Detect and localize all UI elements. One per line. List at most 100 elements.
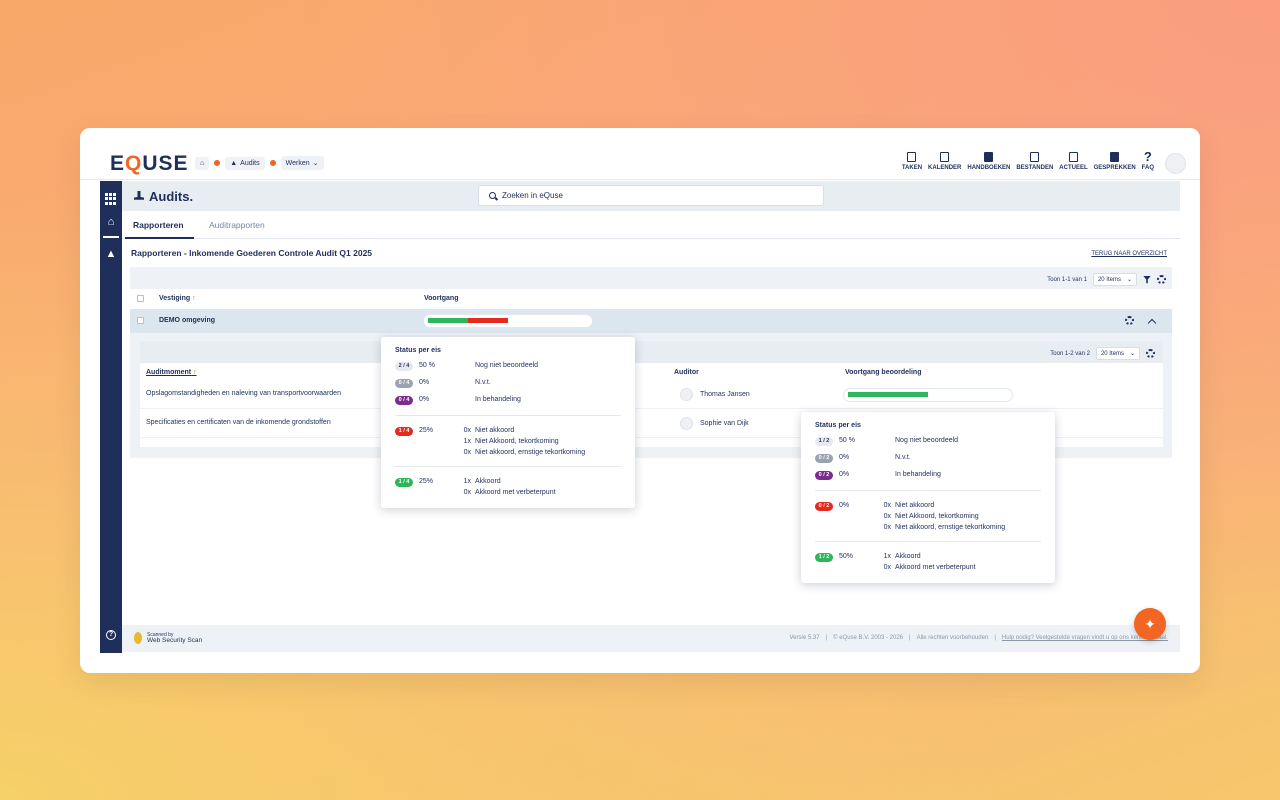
werken-dropdown[interactable]: Werken ⌄ [280, 156, 324, 170]
stamp-icon[interactable]: ▲ [105, 248, 117, 260]
table-row[interactable]: DEMO omgeving [130, 309, 1172, 333]
table-header: Vestiging ↑ Voortgang [130, 289, 1172, 309]
user-avatar[interactable] [1165, 153, 1186, 174]
col-voortgang-beoordeling: Voortgang beoordeling [845, 369, 922, 376]
home-crumb[interactable]: ⌂ [195, 156, 210, 170]
chevron-down-icon: ⌄ [1126, 277, 1132, 283]
status-badge: 0 / 4 [395, 396, 413, 405]
pager-info: Toon 1-1 van 1 [1047, 276, 1087, 283]
tab-bar: Rapporteren Auditrapporten [122, 211, 1180, 239]
sort-up-icon: ↑ [193, 369, 197, 376]
question-icon: ? [1143, 149, 1152, 164]
progress-bar[interactable] [424, 315, 592, 327]
popup-title: Status per eis [395, 347, 441, 354]
auditmoment-name: Opslagomstandigheden en naleving van tra… [146, 390, 341, 397]
breadcrumb-separator-icon [214, 160, 221, 166]
sub-table-toolbar: Toon 1-2 van 2 20 Items ⌄ [140, 341, 1163, 363]
status-badge: 0 / 4 [395, 379, 413, 388]
vestiging-name: DEMO omgeving [159, 317, 216, 324]
col-auditor: Auditor [674, 369, 699, 376]
security-scan-badge[interactable]: Scanned by Web Security Scan [134, 632, 202, 644]
status-badge: 0 / 2 [815, 502, 833, 511]
row-checkbox[interactable] [137, 317, 144, 324]
status-badge: 1 / 2 [815, 553, 833, 562]
status-row: 1 / 4 25% 0x Niet akkoord [395, 427, 514, 437]
sub-pager-info: Toon 1-2 van 2 [1050, 350, 1090, 357]
divider [815, 541, 1041, 542]
nav-taken[interactable]: TAKEN [902, 152, 922, 171]
nav-bestanden[interactable]: BESTANDEN [1016, 152, 1053, 171]
col-auditmoment[interactable]: Auditmoment ↑ [146, 369, 197, 376]
status-row: 0 / 2 0% In behandeling [815, 471, 941, 481]
table-row[interactable]: Opslagomstandigheden en naleving van tra… [140, 381, 1163, 409]
auditmoment-name: Specificaties en certificaten van de ink… [146, 419, 331, 426]
active-indicator [103, 236, 119, 238]
status-row: 1 / 2 50% 1x Akkoord [815, 553, 921, 563]
auditor: Sophie van Dijk [680, 417, 749, 430]
gear-icon[interactable] [1146, 349, 1155, 358]
security-seal-icon [134, 632, 142, 644]
table-row[interactable]: Specificaties en certificaten van de ink… [140, 410, 1163, 438]
avatar [680, 417, 693, 430]
status-row: 1 / 4 25% 1x Akkoord [395, 478, 501, 488]
progress-bar[interactable] [844, 389, 1012, 401]
search-input[interactable]: Zoeken in eQuse [478, 185, 824, 206]
status-badge: 1 / 4 [395, 478, 413, 487]
select-all-checkbox[interactable] [137, 295, 144, 302]
chevron-up-icon[interactable] [1147, 318, 1157, 328]
items-per-page-select[interactable]: 20 Items ⌄ [1092, 273, 1137, 286]
calendar-icon [940, 152, 950, 162]
breadcrumb-separator-icon [269, 160, 276, 166]
tab-auditrapporten[interactable]: Auditrapporten [209, 220, 265, 230]
top-nav: TAKEN KALENDER HANDBOEKEN BESTANDEN ACTU… [902, 149, 1154, 171]
status-badge: 0 / 2 [815, 454, 833, 463]
page-title: Rapporteren - Inkomende Goederen Control… [131, 248, 373, 258]
gear-icon[interactable] [1125, 316, 1134, 325]
status-badge: 1 / 4 [395, 427, 413, 436]
home-icon[interactable]: ⌂ [107, 216, 115, 228]
audits-crumb[interactable]: ▲ Audits [225, 156, 265, 170]
footer: Scanned by Web Security Scan Versie 5.37 |… [122, 625, 1180, 652]
status-row: 0 / 4 0% In behandeling [395, 396, 521, 406]
app-window: EQUSE ⌂ ▲ Audits Werken ⌄ TAKEN KALENDER H… [80, 128, 1200, 673]
ai-assistant-button[interactable]: ✦ [1134, 608, 1166, 640]
module-header: Audits. Zoeken in eQuse [122, 181, 1180, 211]
module-title: Audits. [134, 189, 193, 204]
status-row: 0 / 2 0% N.v.t. [815, 454, 911, 464]
sort-up-icon: ↑ [192, 295, 196, 302]
nav-faq[interactable]: ? FAQ [1141, 149, 1154, 171]
stamp-icon: ▲ [230, 159, 238, 167]
stamp-icon [134, 191, 144, 200]
nav-gesprekken[interactable]: GESPREKKEN [1094, 152, 1136, 171]
filter-icon[interactable] [1143, 275, 1151, 284]
status-badge: 2 / 4 [395, 362, 413, 371]
divider [815, 490, 1041, 491]
progress-approved [428, 318, 468, 323]
status-row: 0 / 4 0% N.v.t. [395, 379, 491, 389]
tab-rapporteren[interactable]: Rapporteren [125, 220, 194, 239]
chevron-down-icon: ⌄ [312, 160, 319, 167]
book-icon [984, 152, 994, 162]
help-circle-icon[interactable]: ? [106, 630, 116, 640]
gear-icon[interactable] [1157, 275, 1166, 284]
equse-logo[interactable]: EQUSE [110, 152, 189, 175]
col-vestiging[interactable]: Vestiging ↑ [159, 295, 196, 302]
apps-grid-icon[interactable] [105, 193, 117, 205]
status-badge: 1 / 2 [815, 437, 833, 446]
auditor: Thomas Jansen [680, 388, 750, 401]
rights-text: Alle rechten voorbehouden [916, 635, 989, 641]
nav-actueel[interactable]: ACTUEEL [1059, 152, 1088, 171]
search-icon [489, 192, 496, 199]
news-icon [1068, 152, 1078, 162]
home-icon: ⌂ [200, 159, 205, 167]
back-to-overview-link[interactable]: TERUG NAAR OVERZICHT [1091, 251, 1167, 257]
help-link[interactable]: Hulp nodig? Veelgestelde vragen vindt u … [1001, 635, 1168, 641]
pager: Toon 1-1 van 1 20 Items ⌄ [1047, 273, 1166, 286]
breadcrumb: ⌂ ▲ Audits Werken ⌄ [195, 156, 324, 170]
status-row: 1 / 2 50 % Nog niet beoordeeld [815, 437, 958, 447]
popup-title: Status per eis [815, 422, 861, 429]
sub-items-per-page-select[interactable]: 20 Items ⌄ [1095, 347, 1140, 360]
nav-kalender[interactable]: KALENDER [928, 152, 961, 171]
col-voortgang: Voortgang [424, 295, 459, 302]
nav-handboeken[interactable]: HANDBOEKEN [967, 152, 1010, 171]
